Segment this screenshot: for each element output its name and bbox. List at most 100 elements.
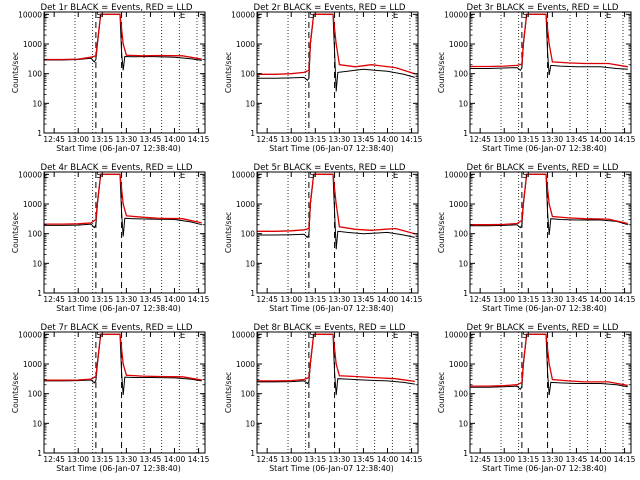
y-axis-label: Counts/sec bbox=[11, 212, 20, 253]
y-tick-label: 1000 bbox=[23, 360, 42, 369]
x-tick-label: 13:15 bbox=[517, 455, 539, 464]
y-tick-label: 10 bbox=[458, 99, 468, 108]
plot-frame bbox=[256, 11, 419, 134]
event-marker-label: S bbox=[309, 171, 315, 181]
x-axis-label: Start Time (06-Jan-07 12:38:40) bbox=[482, 464, 607, 473]
plot-frame bbox=[256, 331, 419, 454]
x-tick-label: 12:45 bbox=[43, 295, 65, 304]
event-marker-label: S bbox=[522, 171, 528, 181]
x-axis-label: Start Time (06-Jan-07 12:38:40) bbox=[56, 304, 181, 313]
x-tick-label: 14:15 bbox=[614, 455, 636, 464]
x-tick-label: 14:00 bbox=[377, 295, 399, 304]
x-axis-label: Start Time (06-Jan-07 12:38:40) bbox=[56, 464, 181, 473]
y-tick-label: 1 bbox=[37, 449, 42, 458]
x-tick-label: 13:15 bbox=[304, 455, 326, 464]
event-marker-label: E bbox=[393, 331, 399, 341]
y-tick-label: 1000 bbox=[236, 40, 255, 49]
x-tick-label: 13:45 bbox=[353, 455, 375, 464]
y-tick-label: 1 bbox=[37, 129, 42, 138]
x-tick-label: 13:00 bbox=[67, 135, 89, 144]
x-tick-label: 13:45 bbox=[140, 135, 162, 144]
x-tick-label: 14:15 bbox=[188, 295, 210, 304]
event-marker-label: E bbox=[180, 331, 186, 341]
plot-frame bbox=[469, 171, 632, 294]
series-line-red bbox=[44, 173, 202, 225]
y-tick-label: 1000 bbox=[236, 200, 255, 209]
y-axis-label: Counts/sec bbox=[437, 372, 446, 413]
y-tick-label: 10000 bbox=[18, 170, 42, 179]
x-tick-label: 12:45 bbox=[256, 455, 278, 464]
x-tick-label: 13:15 bbox=[91, 295, 113, 304]
x-tick-label: 13:45 bbox=[140, 295, 162, 304]
y-tick-label: 10000 bbox=[231, 10, 255, 19]
x-tick-label: 13:00 bbox=[67, 295, 89, 304]
series-line-red bbox=[470, 13, 628, 68]
y-tick-label: 1000 bbox=[23, 40, 42, 49]
x-tick-label: 13:45 bbox=[566, 455, 588, 464]
event-marker-label: E bbox=[606, 171, 612, 181]
y-axis-label: Counts/sec bbox=[11, 372, 20, 413]
x-tick-label: 13:15 bbox=[91, 135, 113, 144]
x-tick-label: 13:30 bbox=[329, 295, 351, 304]
y-tick-label: 1 bbox=[250, 449, 255, 458]
x-tick-label: 14:15 bbox=[188, 455, 210, 464]
y-axis-label: Counts/sec bbox=[224, 212, 233, 253]
y-tick-label: 100 bbox=[241, 70, 256, 79]
y-axis-label: Counts/sec bbox=[437, 212, 446, 253]
x-tick-label: 12:45 bbox=[469, 135, 491, 144]
y-tick-label: 100 bbox=[241, 390, 256, 399]
event-marker-label: E bbox=[393, 11, 399, 21]
y-tick-label: 1000 bbox=[449, 40, 468, 49]
x-tick-label: 14:00 bbox=[377, 455, 399, 464]
event-marker-label: E bbox=[606, 11, 612, 21]
plot-frame bbox=[469, 11, 632, 134]
y-tick-label: 1 bbox=[37, 289, 42, 298]
x-tick-label: 14:15 bbox=[401, 455, 423, 464]
event-marker-label: E bbox=[393, 171, 399, 181]
event-marker-label: S bbox=[522, 11, 528, 21]
x-tick-label: 13:30 bbox=[116, 135, 138, 144]
x-axis-label: Start Time (06-Jan-07 12:38:40) bbox=[482, 144, 607, 153]
y-tick-label: 100 bbox=[454, 390, 469, 399]
x-tick-label: 13:00 bbox=[493, 135, 515, 144]
y-tick-label: 10000 bbox=[444, 170, 468, 179]
series-line-red bbox=[44, 333, 202, 381]
x-tick-label: 12:45 bbox=[256, 135, 278, 144]
y-tick-label: 10 bbox=[32, 419, 42, 428]
x-tick-label: 14:15 bbox=[401, 135, 423, 144]
series-line-black bbox=[257, 173, 415, 250]
chart-title: Det 8r BLACK = Events, RED = LLD bbox=[253, 323, 405, 333]
x-tick-label: 13:15 bbox=[91, 455, 113, 464]
plot-frame bbox=[256, 171, 419, 294]
x-tick-label: 12:45 bbox=[43, 455, 65, 464]
x-tick-label: 14:00 bbox=[377, 135, 399, 144]
series-line-red bbox=[257, 333, 415, 383]
x-axis-label: Start Time (06-Jan-07 12:38:40) bbox=[56, 144, 181, 153]
chart-title: Det 9r BLACK = Events, RED = LLD bbox=[466, 323, 618, 333]
x-axis-label: Start Time (06-Jan-07 12:38:40) bbox=[482, 304, 607, 313]
x-tick-label: 13:15 bbox=[517, 295, 539, 304]
event-marker-label: S bbox=[309, 11, 315, 21]
plot-frame bbox=[43, 331, 206, 454]
x-tick-label: 14:15 bbox=[188, 135, 210, 144]
y-tick-label: 1 bbox=[463, 289, 468, 298]
x-tick-label: 13:30 bbox=[116, 295, 138, 304]
event-marker-label: E bbox=[606, 331, 612, 341]
x-tick-label: 13:30 bbox=[542, 295, 564, 304]
x-tick-label: 14:00 bbox=[164, 295, 186, 304]
y-tick-label: 10 bbox=[458, 259, 468, 268]
x-tick-label: 13:00 bbox=[493, 455, 515, 464]
x-tick-label: 13:00 bbox=[67, 455, 89, 464]
chart-title: Det 3r BLACK = Events, RED = LLD bbox=[466, 3, 618, 13]
x-tick-label: 13:45 bbox=[353, 135, 375, 144]
y-tick-label: 10 bbox=[245, 259, 255, 268]
y-tick-label: 1000 bbox=[23, 200, 42, 209]
y-tick-label: 10000 bbox=[18, 330, 42, 339]
x-tick-label: 13:00 bbox=[280, 295, 302, 304]
